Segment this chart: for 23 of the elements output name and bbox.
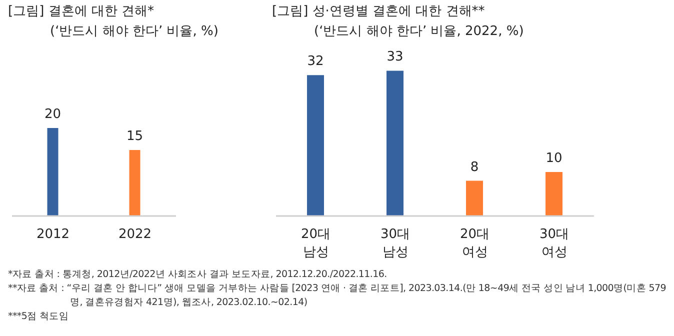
chart-subtitle: (‘반드시 해야 한다’ 비율, %) <box>49 23 218 41</box>
chart-title: [그림] 결혼에 대한 견해* <box>8 3 156 21</box>
x-tick-label: 2022 <box>118 227 152 242</box>
chart-subtitle: (‘반드시 해야 한다’ 비율, 2022, %) <box>313 23 525 41</box>
data-label: 8 <box>470 160 479 175</box>
x-tick-label: 30대 여성 <box>539 227 570 260</box>
x-tick-label: 20대 여성 <box>460 227 490 260</box>
data-label: 20 <box>44 106 62 122</box>
bar <box>307 75 324 216</box>
x-tick-label: 20대 남성 <box>300 227 331 260</box>
x-tick-label: 2012 <box>36 227 70 242</box>
bar <box>386 70 404 216</box>
chart-title: [그림] 성·연령별 결혼에 대한 견해** <box>272 3 486 21</box>
data-label: 10 <box>546 150 562 166</box>
text: ***5점 척도임 <box>8 310 70 324</box>
data-label: 15 <box>126 128 144 144</box>
data-label: 32 <box>307 54 324 70</box>
x-tick-label: 30대 남성 <box>380 227 410 260</box>
bar <box>466 180 484 216</box>
data-label: 33 <box>386 50 404 65</box>
text: *자료 출처 : 통계청, 2012년/2022년 사회조사 결과 보도자료, 2012.12.20./2022.11.16. <box>8 268 388 282</box>
bar <box>546 172 563 216</box>
text: **자료 출처 : “우리 결혼 안 합니다” 생애 모델을 거부하는 사람들 [2023 연애 · 결혼 리포트], 2023.03.14.(만 18~49세 전국 성인 남녀 1,000명(미혼 579명, 결혼유경험자 421명), 웹조사, 2023.02.10.~02.14) <box>8 282 668 310</box>
